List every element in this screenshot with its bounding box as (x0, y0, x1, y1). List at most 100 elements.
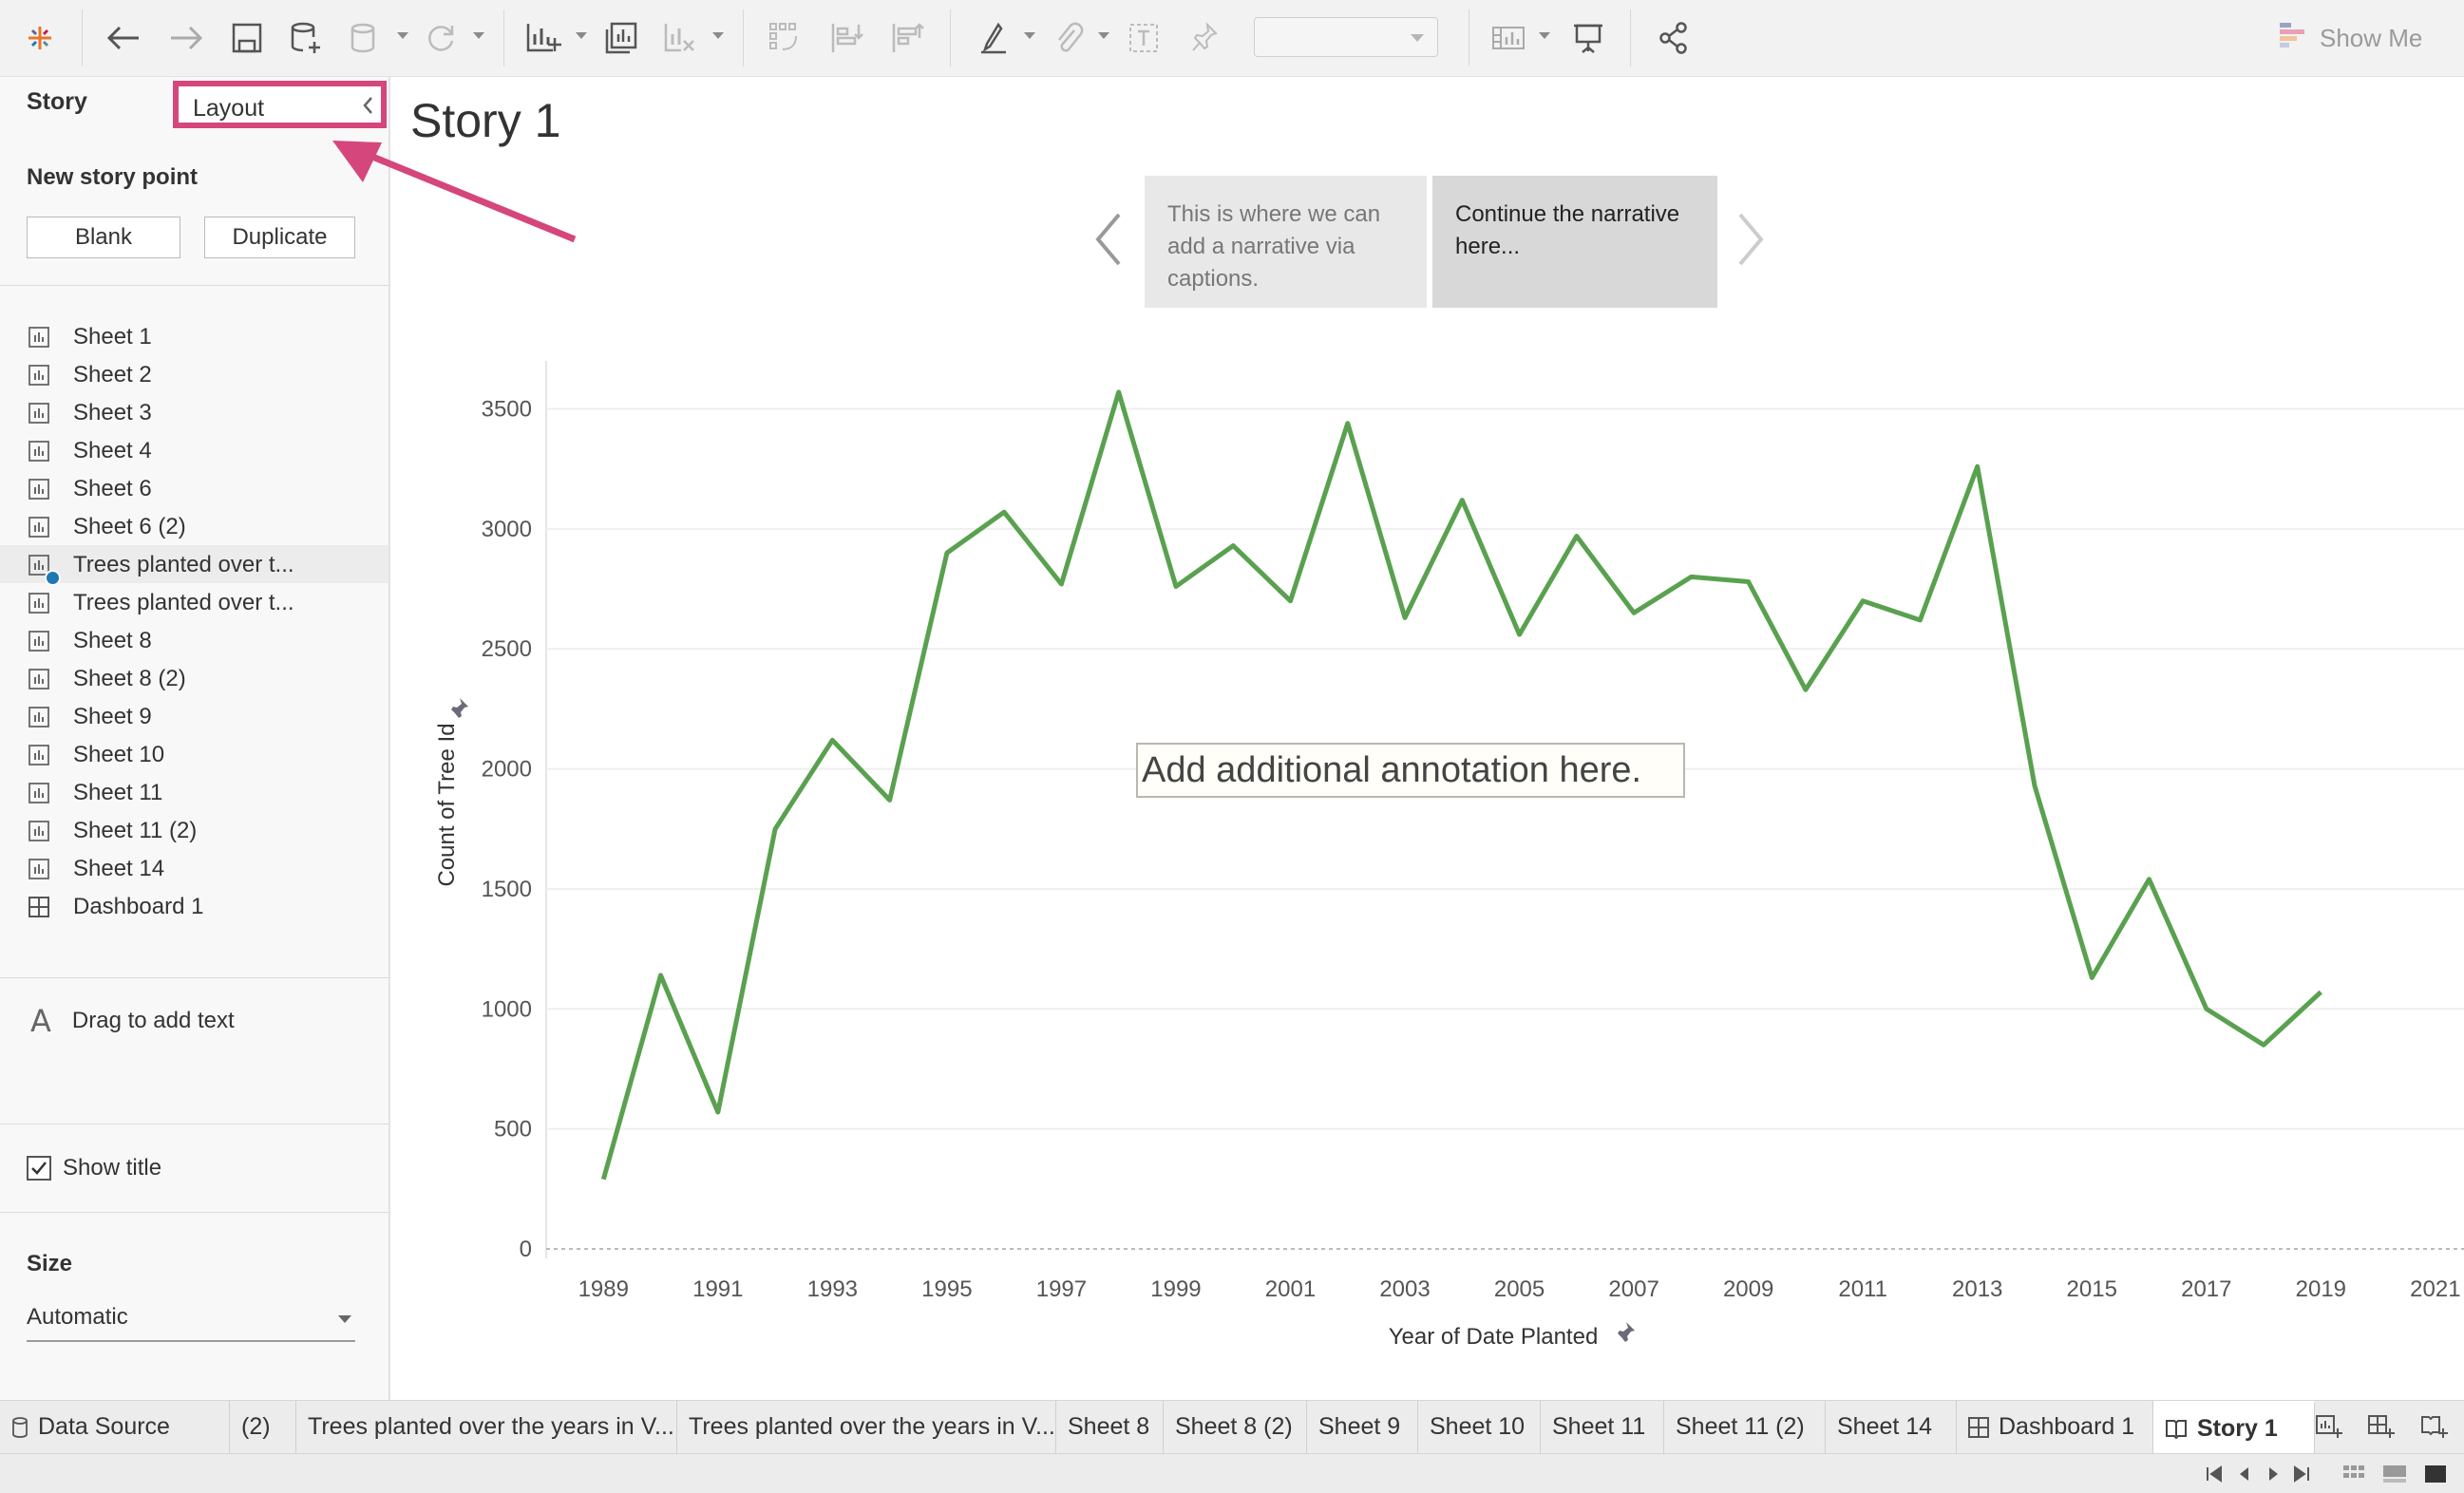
y-axis-pin-icon[interactable] (449, 698, 468, 719)
redo-icon[interactable] (163, 13, 209, 63)
data-point[interactable] (2315, 987, 2326, 998)
sheet-list-item[interactable]: Sheet 1 (0, 317, 389, 355)
sheet-list-item[interactable]: Sheet 2 (0, 355, 389, 393)
sheet-tab[interactable]: Sheet 14 (1826, 1401, 1957, 1453)
show-filmstrip-icon[interactable] (2382, 1464, 2407, 1489)
sheet-tab[interactable]: Sheet 11 (1541, 1401, 1664, 1453)
story-title[interactable]: Story 1 (410, 94, 561, 147)
sheet-tab[interactable]: Story 1 (2153, 1401, 2315, 1453)
data-point[interactable] (1628, 607, 1640, 618)
fit-dropdown[interactable] (1254, 17, 1438, 57)
data-point[interactable] (1743, 576, 1754, 587)
show-mark-labels-icon[interactable] (1123, 13, 1165, 63)
duplicate-sheet-icon[interactable] (600, 13, 642, 63)
new-story-tab-icon[interactable] (2420, 1413, 2449, 1445)
sort-ascending-icon[interactable] (826, 13, 868, 63)
new-worksheet-tab-icon[interactable] (2315, 1413, 2343, 1445)
sheet-tab[interactable]: Data Source (0, 1401, 230, 1453)
share-icon[interactable] (1653, 13, 1695, 63)
data-point[interactable] (941, 547, 953, 558)
undo-icon[interactable] (101, 13, 146, 63)
data-point[interactable] (655, 970, 667, 981)
story-point-caption-2[interactable]: Continue the narrative here... (1432, 176, 1717, 308)
tab-layout[interactable]: Layout (173, 81, 387, 128)
sheet-list-item[interactable]: Sheet 6 (0, 469, 389, 507)
data-point[interactable] (1284, 595, 1296, 607)
data-point[interactable] (597, 1174, 609, 1185)
line-chart[interactable]: 0 500 1000 1500 2000 2500 3000 3500 1989 1991 199… (418, 351, 2464, 1387)
sheet-list-item[interactable]: Sheet 6 (2) (0, 507, 389, 545)
data-point[interactable] (2258, 1039, 2269, 1050)
data-point[interactable] (1685, 571, 1696, 582)
clear-sheet-icon[interactable] (659, 13, 701, 63)
sheet-list-item[interactable]: Sheet 9 (0, 697, 389, 735)
sheet-tab[interactable]: Sheet 9 (1307, 1401, 1418, 1453)
data-point[interactable] (1914, 614, 1925, 626)
sheet-list-item[interactable]: Sheet 11 (2) (0, 811, 389, 849)
drag-text-object[interactable]: A Drag to add text (30, 1003, 235, 1039)
series-line[interactable] (600, 389, 2322, 1181)
group-members-icon[interactable] (1047, 13, 1089, 63)
data-source-disabled-icon[interactable] (344, 13, 386, 63)
next-sheet-icon[interactable] (2263, 1464, 2284, 1489)
sheet-list-item[interactable]: Sheet 14 (0, 849, 389, 887)
sort-descending-icon[interactable] (887, 13, 929, 63)
sheet-tab[interactable]: Sheet 8 (1056, 1401, 1164, 1453)
refresh-icon[interactable] (420, 13, 462, 63)
tableau-logo-icon[interactable] (19, 13, 61, 63)
sheet-list-item[interactable]: Trees planted over t... (0, 583, 389, 621)
data-point[interactable] (712, 1106, 724, 1118)
data-point[interactable] (2029, 780, 2040, 791)
chart-annotation[interactable]: Add additional annotation here. (1136, 743, 1685, 798)
data-point[interactable] (1800, 684, 1811, 695)
swap-rows-columns-icon[interactable] (764, 13, 806, 63)
new-data-source-icon[interactable] (285, 13, 327, 63)
sheet-list-item[interactable]: Sheet 3 (0, 393, 389, 431)
data-point[interactable] (1055, 578, 1067, 590)
show-sheet-sorter-icon[interactable] (2342, 1464, 2365, 1489)
duplicate-button[interactable]: Duplicate (204, 217, 355, 258)
data-point[interactable] (2086, 972, 2097, 983)
sheet-list-item[interactable]: Sheet 10 (0, 735, 389, 773)
show-cards-icon[interactable] (1488, 13, 1529, 63)
new-worksheet-icon[interactable] (522, 13, 564, 63)
sheet-tab[interactable]: Dashboard 1 (1957, 1401, 2153, 1453)
show-title-toggle[interactable]: Show title (27, 1155, 161, 1181)
show-tabs-icon[interactable] (2424, 1464, 2447, 1489)
data-point[interactable] (1456, 495, 1468, 506)
data-point[interactable] (1170, 581, 1182, 593)
data-point[interactable] (826, 734, 838, 746)
sheet-tab[interactable]: Sheet 11 (2) (1664, 1401, 1826, 1453)
y-axis-title[interactable]: Count of Tree Id (434, 723, 460, 886)
previous-sheet-icon[interactable] (2234, 1464, 2255, 1489)
fix-axes-pin-icon[interactable] (1184, 13, 1225, 63)
data-point[interactable] (1857, 595, 1868, 607)
sheet-list-item[interactable]: Sheet 8 (2) (0, 659, 389, 697)
sheet-list-item[interactable]: Sheet 4 (0, 431, 389, 469)
data-point[interactable] (884, 794, 896, 805)
sheet-tab[interactable]: Sheet 8 (2) (1164, 1401, 1307, 1453)
data-point[interactable] (1113, 387, 1125, 398)
save-icon[interactable] (226, 13, 268, 63)
data-point[interactable] (2144, 874, 2155, 885)
data-point[interactable] (2201, 1003, 2212, 1014)
data-point[interactable] (1514, 629, 1526, 640)
sheet-list-item[interactable]: Sheet 11 (0, 773, 389, 811)
next-story-point-icon[interactable] (1734, 211, 1767, 273)
sheet-tab[interactable]: Trees planted over the years in V... (296, 1401, 677, 1453)
x-axis-pin-icon[interactable] (1616, 1322, 1635, 1343)
sheet-list-item[interactable]: Sheet 8 (0, 621, 389, 659)
data-point[interactable] (998, 506, 1010, 518)
presentation-mode-icon[interactable] (1567, 13, 1609, 63)
data-point[interactable] (1571, 530, 1583, 541)
highlight-icon[interactable] (973, 13, 1014, 63)
previous-story-point-icon[interactable] (1092, 211, 1125, 273)
first-sheet-icon[interactable] (2204, 1464, 2225, 1489)
data-point[interactable] (1227, 540, 1239, 552)
data-point[interactable] (1342, 418, 1354, 429)
tab-story[interactable]: Story (27, 88, 87, 115)
sheet-list-item[interactable]: Dashboard 1 (0, 887, 389, 925)
x-axis-title[interactable]: Year of Date Planted (1389, 1324, 1599, 1350)
story-point-caption-1[interactable]: This is where we can add a narrative via… (1145, 176, 1427, 308)
data-point[interactable] (769, 823, 781, 835)
